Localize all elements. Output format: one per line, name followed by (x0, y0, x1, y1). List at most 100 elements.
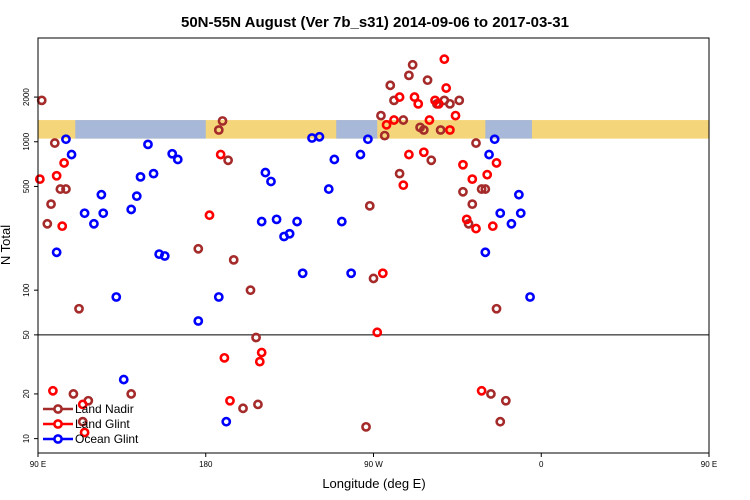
land-glint-point (219, 352, 230, 363)
land-glint-point (394, 92, 405, 102)
land-glint-point (424, 115, 435, 125)
land-glint-point (204, 210, 215, 221)
land-nadir-point (36, 95, 47, 106)
land-glint-point (467, 174, 478, 185)
land-nadir-point (426, 155, 437, 166)
land-glint-point (491, 158, 502, 168)
plot-frame (37, 37, 710, 454)
land-nadir-point (379, 130, 390, 141)
ocean-glint-point (143, 139, 153, 150)
x-axis-label: Longitude (deg E) (322, 476, 425, 491)
ocean-glint-point (79, 208, 90, 219)
land-nadir-point (404, 70, 414, 81)
ocean-glint-point (355, 149, 366, 160)
land-glint-point (389, 115, 399, 125)
land-nadir-point (445, 98, 455, 109)
ocean-glint-point (66, 149, 77, 160)
land-nadir-point (491, 303, 502, 314)
land-nadir-point (364, 200, 375, 211)
x-tick-label: 90 E (30, 460, 46, 469)
land-nadir-point (422, 75, 433, 86)
land-glint-point (487, 221, 498, 232)
land-nadir-point (74, 303, 84, 314)
land-nadir-point (471, 138, 481, 148)
ocean-glint-point (284, 228, 295, 239)
x-tick-label: 90 E (701, 460, 717, 469)
land-nadir-point (193, 243, 204, 254)
land-nadir-point (126, 389, 137, 399)
land-nadir-point (46, 199, 56, 210)
land-glint-point (254, 356, 265, 367)
land-glint-point (377, 268, 388, 279)
land-nadir-point (480, 184, 491, 194)
land-nadir-point (217, 116, 228, 126)
land-glint-point (381, 119, 392, 130)
y-tick-label: 10 (22, 434, 31, 443)
data-points (34, 54, 535, 438)
land-nadir-point (61, 184, 71, 194)
land-glint-point (476, 385, 487, 396)
land-glint-point (59, 158, 69, 168)
ocean-glint-point (96, 189, 107, 200)
ocean-glint-point (172, 154, 183, 165)
ocean-glint-point (506, 218, 517, 229)
land-glint-point (418, 147, 429, 158)
land-nadir-point (223, 155, 234, 166)
ocean-band (336, 120, 378, 139)
ocean-glint-point (346, 268, 357, 279)
land-nadir-point (398, 115, 409, 125)
land-glint-point (458, 159, 468, 170)
x-tick-label: 0 (539, 460, 544, 469)
ocean-glint-point (118, 374, 129, 385)
land-mask-band (38, 120, 709, 139)
land-nadir-point (42, 218, 53, 229)
land-nadir-point (238, 403, 248, 414)
ocean-glint-point (323, 184, 334, 194)
land-glint-point (404, 149, 414, 160)
ocean-glint-point (260, 167, 271, 178)
land-nadir-point (376, 110, 386, 121)
ocean-glint-point (111, 292, 122, 302)
ocean-glint-point (525, 292, 535, 302)
y-axis-label: N Total (0, 225, 13, 265)
ocean-glint-point (336, 216, 347, 227)
land-glint-point (445, 125, 455, 135)
land-nadir-point (476, 184, 487, 194)
land-nadir-point (68, 389, 79, 399)
land-glint-point (34, 174, 45, 185)
ocean-glint-point (484, 149, 494, 160)
y-tick-label: 500 (22, 179, 31, 193)
y-tick-label: 100 (22, 283, 31, 297)
y-tick-label: 1000 (22, 132, 31, 150)
ocean-band (75, 120, 206, 139)
ocean-glint-point (131, 191, 142, 202)
land-glint-point (77, 399, 88, 410)
ocean-glint-point (266, 176, 276, 187)
land-glint-point (413, 98, 424, 109)
ocean-glint-point (135, 171, 146, 182)
ocean-glint-point (193, 316, 204, 326)
land-nadir-point (49, 138, 60, 148)
land-nadir-point (55, 184, 66, 194)
y-tick-label: 50 (22, 330, 31, 339)
land-nadir-point (435, 125, 446, 135)
ocean-glint-point (297, 268, 308, 279)
x-tick-label: 180 (199, 460, 213, 469)
land-nadir-point (213, 125, 224, 135)
land-nadir-point (454, 95, 465, 106)
land-glint-point (225, 395, 235, 406)
land-nadir-point (407, 59, 418, 70)
land-glint-point (51, 170, 62, 181)
land-glint-point (439, 54, 450, 65)
land-glint-point (79, 427, 90, 438)
x-axis-ticks: 90 E 180 90 W 0 90 E (30, 453, 717, 469)
land-glint-point (461, 214, 472, 225)
ocean-glint-point (271, 214, 282, 225)
ocean-glint-point (513, 189, 524, 200)
y-tick-label: 2000 (22, 88, 31, 106)
land-glint-point (409, 92, 420, 102)
ocean-glint-point (167, 148, 178, 159)
land-glint-point (482, 169, 493, 180)
ocean-glint-point (314, 131, 325, 142)
